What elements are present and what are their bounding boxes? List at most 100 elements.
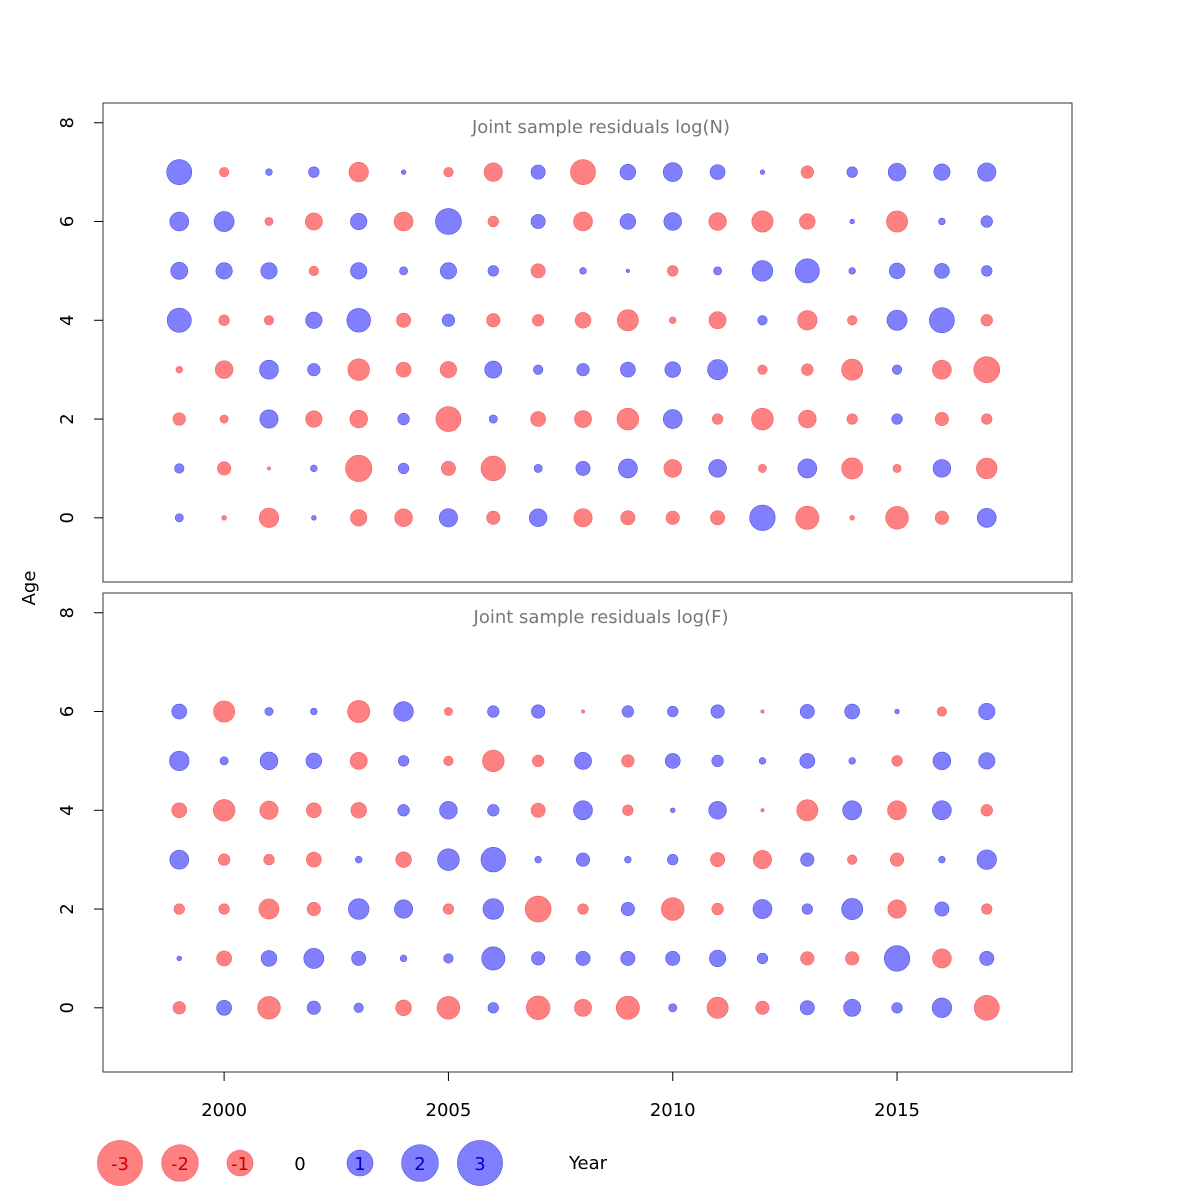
negative-residual-bubble <box>847 854 858 865</box>
positive-residual-bubble <box>979 951 995 966</box>
negative-residual-bubble <box>667 265 679 277</box>
y-tick-label: 0 <box>57 1002 78 1013</box>
negative-residual-bubble <box>348 162 369 183</box>
negative-residual-bubble <box>439 361 457 379</box>
positive-residual-bubble <box>530 164 546 180</box>
negative-residual-bubble <box>213 700 236 723</box>
x-tick-label: 2000 <box>201 1100 247 1121</box>
negative-residual-bubble <box>799 213 816 230</box>
negative-residual-bubble <box>263 315 275 326</box>
positive-residual-bubble <box>174 463 185 474</box>
positive-residual-bubble <box>667 705 679 718</box>
negative-residual-bubble <box>706 996 729 1019</box>
positive-residual-bubble <box>848 757 856 765</box>
negative-residual-bubble <box>934 412 949 427</box>
negative-residual-bubble <box>264 217 274 226</box>
negative-residual-bubble <box>887 800 907 821</box>
positive-residual-bubble <box>576 363 590 377</box>
positive-residual-bubble <box>397 462 410 475</box>
legend-label: 2 <box>414 1154 425 1175</box>
negative-residual-bubble <box>395 361 412 378</box>
positive-residual-bubble <box>625 268 630 273</box>
positive-residual-bubble <box>439 801 458 820</box>
positive-residual-bubble <box>707 359 728 381</box>
negative-residual-bubble <box>214 360 234 379</box>
negative-residual-bubble <box>891 755 903 767</box>
negative-residual-bubble <box>441 461 456 476</box>
positive-residual-bubble <box>435 208 462 235</box>
positive-residual-bubble <box>216 1000 232 1016</box>
positive-residual-bubble <box>887 162 907 182</box>
positive-residual-bubble <box>664 753 681 769</box>
positive-residual-bubble <box>355 856 363 864</box>
positive-residual-bubble <box>260 950 278 967</box>
positive-residual-bubble <box>259 409 279 429</box>
y-axis-bottom: 0 2 4 6 8 <box>57 607 103 1014</box>
legend-label: -3 <box>111 1154 129 1175</box>
positive-residual-bubble <box>576 852 591 867</box>
positive-residual-bubble <box>169 750 190 771</box>
negative-residual-bubble <box>795 505 820 530</box>
negative-residual-bubble <box>258 898 280 920</box>
positive-residual-bubble <box>621 705 634 718</box>
legend-label: 1 <box>354 1154 365 1175</box>
negative-residual-bubble <box>890 852 905 867</box>
negative-residual-bubble <box>577 903 589 915</box>
negative-residual-bubble <box>798 409 817 429</box>
positive-residual-bubble <box>531 704 546 719</box>
negative-residual-bubble <box>796 799 819 822</box>
x-tick-label: 2005 <box>426 1100 472 1121</box>
panel-bottom-title: Joint sample residuals log(F) <box>473 607 729 628</box>
positive-residual-bubble <box>932 459 952 478</box>
negative-residual-bubble <box>980 804 993 817</box>
positive-residual-bubble <box>891 1002 903 1014</box>
negative-residual-bubble <box>486 510 501 525</box>
negative-residual-bubble <box>257 996 281 1020</box>
legend-label: -1 <box>231 1154 249 1175</box>
positive-residual-bubble <box>933 163 951 181</box>
positive-residual-bubble <box>976 849 997 870</box>
negative-residual-bubble <box>171 802 188 819</box>
positive-residual-bubble <box>894 708 900 715</box>
positive-residual-bubble <box>667 854 679 866</box>
positive-residual-bubble <box>213 211 235 232</box>
negative-residual-bubble <box>936 706 947 717</box>
positive-residual-bubble <box>620 951 636 966</box>
negative-residual-bubble <box>886 210 908 233</box>
positive-residual-bubble <box>397 804 410 817</box>
negative-residual-bubble <box>841 457 864 480</box>
positive-residual-bubble <box>166 159 193 185</box>
positive-residual-bubble <box>310 707 318 716</box>
negative-residual-bubble <box>622 804 634 816</box>
y-tick-label: 8 <box>57 117 78 128</box>
bubbles-bottom-panel <box>169 700 1000 1021</box>
positive-residual-bubble <box>976 508 997 528</box>
positive-residual-bubble <box>938 856 946 864</box>
positive-residual-bubble <box>353 1002 364 1013</box>
positive-residual-bubble <box>797 458 818 479</box>
negative-residual-bubble <box>436 996 461 1020</box>
negative-residual-bubble <box>435 406 462 432</box>
positive-residual-bubble <box>481 946 506 971</box>
negative-residual-bubble <box>306 802 322 819</box>
negative-residual-bubble <box>221 515 227 521</box>
negative-residual-bubble <box>172 1001 186 1015</box>
positive-residual-bubble <box>484 360 503 379</box>
positive-residual-bubble <box>174 513 184 523</box>
positive-residual-bubble <box>394 899 414 919</box>
negative-residual-bubble <box>846 413 858 425</box>
bubbles-top-panel <box>166 159 1001 531</box>
positive-residual-bubble <box>171 703 188 720</box>
negative-residual-bubble <box>800 951 815 966</box>
positive-residual-bubble <box>441 313 456 327</box>
negative-residual-bubble <box>581 709 585 714</box>
positive-residual-bubble <box>260 262 278 280</box>
legend-bubble <box>226 1149 254 1177</box>
legend-bubble <box>97 1140 143 1186</box>
positive-residual-bubble <box>619 213 637 230</box>
negative-residual-bubble <box>525 995 551 1020</box>
negative-residual-bubble <box>661 897 685 921</box>
negative-residual-bubble <box>847 315 858 326</box>
positive-residual-bubble <box>533 464 543 473</box>
negative-residual-bubble <box>616 309 639 332</box>
